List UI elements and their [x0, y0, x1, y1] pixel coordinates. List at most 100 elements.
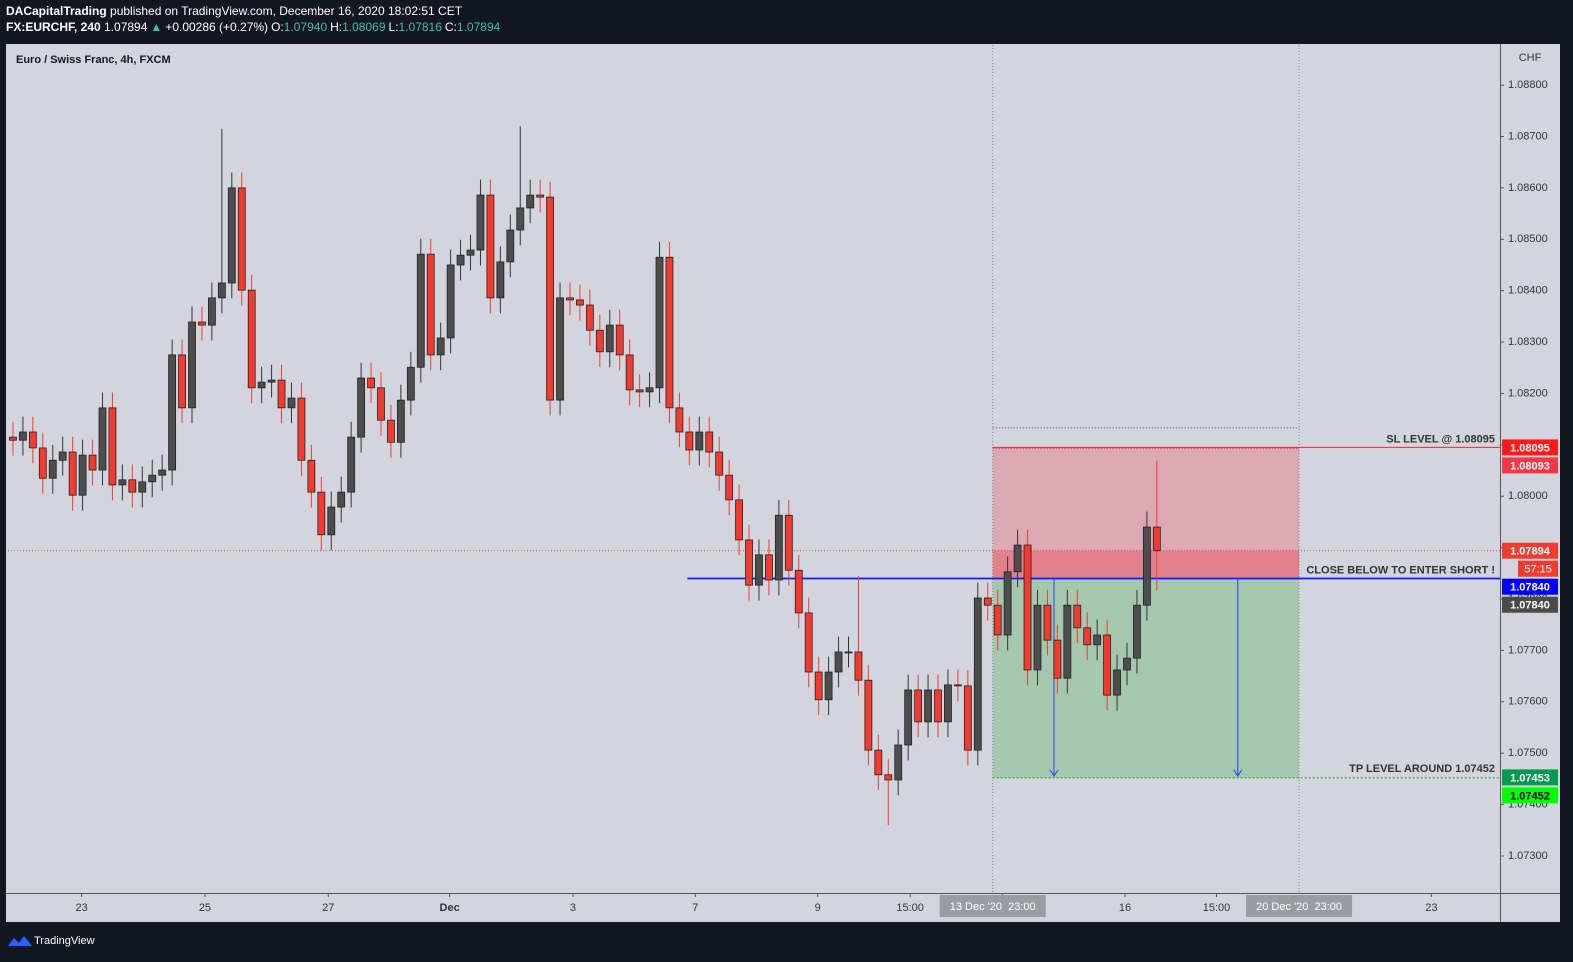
candle-body: [1033, 604, 1042, 671]
candle-body: [1063, 604, 1072, 679]
candle-body: [38, 447, 47, 479]
candle-body: [804, 612, 813, 673]
candle-body: [794, 569, 803, 614]
candle-body: [1003, 571, 1012, 636]
candle-body: [566, 297, 574, 301]
candle-body: [58, 451, 67, 461]
candle-body: [377, 387, 385, 421]
candle-body: [645, 387, 654, 393]
candle-body: [257, 381, 266, 389]
candle-body: [983, 597, 992, 606]
price-tag-label: 1.07453: [1510, 772, 1550, 784]
x-tick-label: 16: [1119, 902, 1131, 914]
candle-body: [954, 684, 962, 687]
price-tag: [1502, 542, 1558, 559]
candle-body: [824, 671, 833, 701]
ohlc-label: C:: [444, 20, 457, 34]
candle-body: [685, 431, 694, 451]
candle-body: [476, 194, 485, 251]
brand-logo: [8, 936, 32, 946]
candle-body: [118, 479, 127, 486]
candle-body: [108, 407, 117, 486]
price-tag-label: 1.08095: [1510, 442, 1550, 454]
candle-body: [914, 689, 923, 723]
ohlc-value: 1.07816: [398, 20, 442, 34]
y-tick-label: 1.07600: [1508, 696, 1548, 708]
candle-body: [884, 774, 893, 781]
candle-body: [1123, 657, 1131, 671]
candle-body: [396, 399, 405, 443]
candle-body: [854, 651, 863, 681]
brand[interactable]: TradingView: [34, 935, 95, 947]
candle-body: [486, 194, 495, 299]
candle-body: [387, 419, 395, 443]
candle-body: [317, 491, 326, 536]
candle-body: [28, 431, 37, 449]
candle-body: [924, 689, 932, 723]
arrow: ▲: [150, 20, 163, 34]
ohlc-value: 1.07940: [283, 20, 328, 34]
x-tick-label: 3: [570, 902, 576, 914]
candle-body: [625, 354, 634, 391]
candle-body: [934, 689, 942, 723]
candle-body: [814, 671, 823, 701]
arrow-head: [1049, 769, 1059, 777]
y-tick-label: 1.07300: [1508, 850, 1548, 862]
entry-text: CLOSE BELOW TO ENTER SHORT !: [1306, 564, 1495, 576]
candle-body: [367, 377, 375, 389]
candle-body: [327, 506, 336, 536]
ohlc-value: 1.07894: [456, 20, 501, 34]
candle-body: [725, 474, 734, 501]
author[interactable]: DACapitalTrading: [6, 4, 107, 18]
target-text: TP LEVEL AROUND 1.07452: [1349, 763, 1495, 775]
candle-body: [844, 651, 853, 654]
candle-body: [595, 329, 604, 353]
price-tag: [1502, 578, 1558, 595]
candle-body: [436, 337, 445, 356]
candle-body: [765, 554, 773, 581]
candle-body: [576, 299, 584, 306]
change: +0.00286 (+0.27%): [165, 20, 269, 34]
candle-body: [456, 254, 465, 266]
y-tick-label: 1.08300: [1508, 336, 1548, 348]
chart-background: [6, 44, 1560, 922]
time-highlight-label: 20 Dec '20 23:00: [1256, 901, 1342, 913]
stop-text: SL LEVEL @ 1.08095: [1386, 433, 1495, 445]
price-tag-label: 1.07840: [1510, 582, 1550, 594]
candle-body: [178, 354, 186, 409]
x-tick-label: 27: [322, 902, 334, 914]
y-tick-label: 1.07700: [1508, 644, 1548, 656]
candle-body: [705, 431, 714, 453]
candle-body: [526, 194, 535, 209]
price-tag-label: 1.07452: [1510, 790, 1550, 802]
candle-body: [864, 679, 873, 751]
candle-body: [277, 379, 286, 409]
y-tick-label: 1.08500: [1508, 233, 1548, 245]
candle-body: [88, 454, 97, 471]
price-tag: [1502, 787, 1558, 804]
published: published on TradingView.com, December 1…: [110, 4, 463, 18]
candle-body: [138, 481, 147, 493]
candle-body: [784, 514, 793, 571]
candle-body: [1133, 604, 1141, 659]
header-line-1: DACapitalTrading published on TradingVie…: [6, 3, 503, 19]
last: 1.07894: [104, 20, 148, 34]
candle-body: [307, 459, 316, 493]
candle-body: [416, 253, 425, 368]
candle-body: [675, 407, 684, 433]
time-highlight: [939, 895, 1046, 917]
candle-body: [297, 397, 306, 461]
candle-body: [1103, 634, 1112, 696]
candle-body: [904, 689, 913, 746]
candle-body: [516, 207, 525, 231]
ohlc-label: O:: [271, 20, 284, 34]
candle-body: [973, 597, 982, 751]
candle-body: [655, 256, 664, 389]
x-tick-label: Dec: [440, 902, 460, 914]
candle-body: [665, 256, 674, 409]
candle-body: [19, 431, 27, 441]
price-tag-label: 1.07840: [1510, 600, 1550, 612]
x-tick-label: 23: [75, 902, 87, 914]
y-tick-label: 1.08800: [1508, 79, 1548, 91]
x-tick-label: 9: [815, 902, 821, 914]
